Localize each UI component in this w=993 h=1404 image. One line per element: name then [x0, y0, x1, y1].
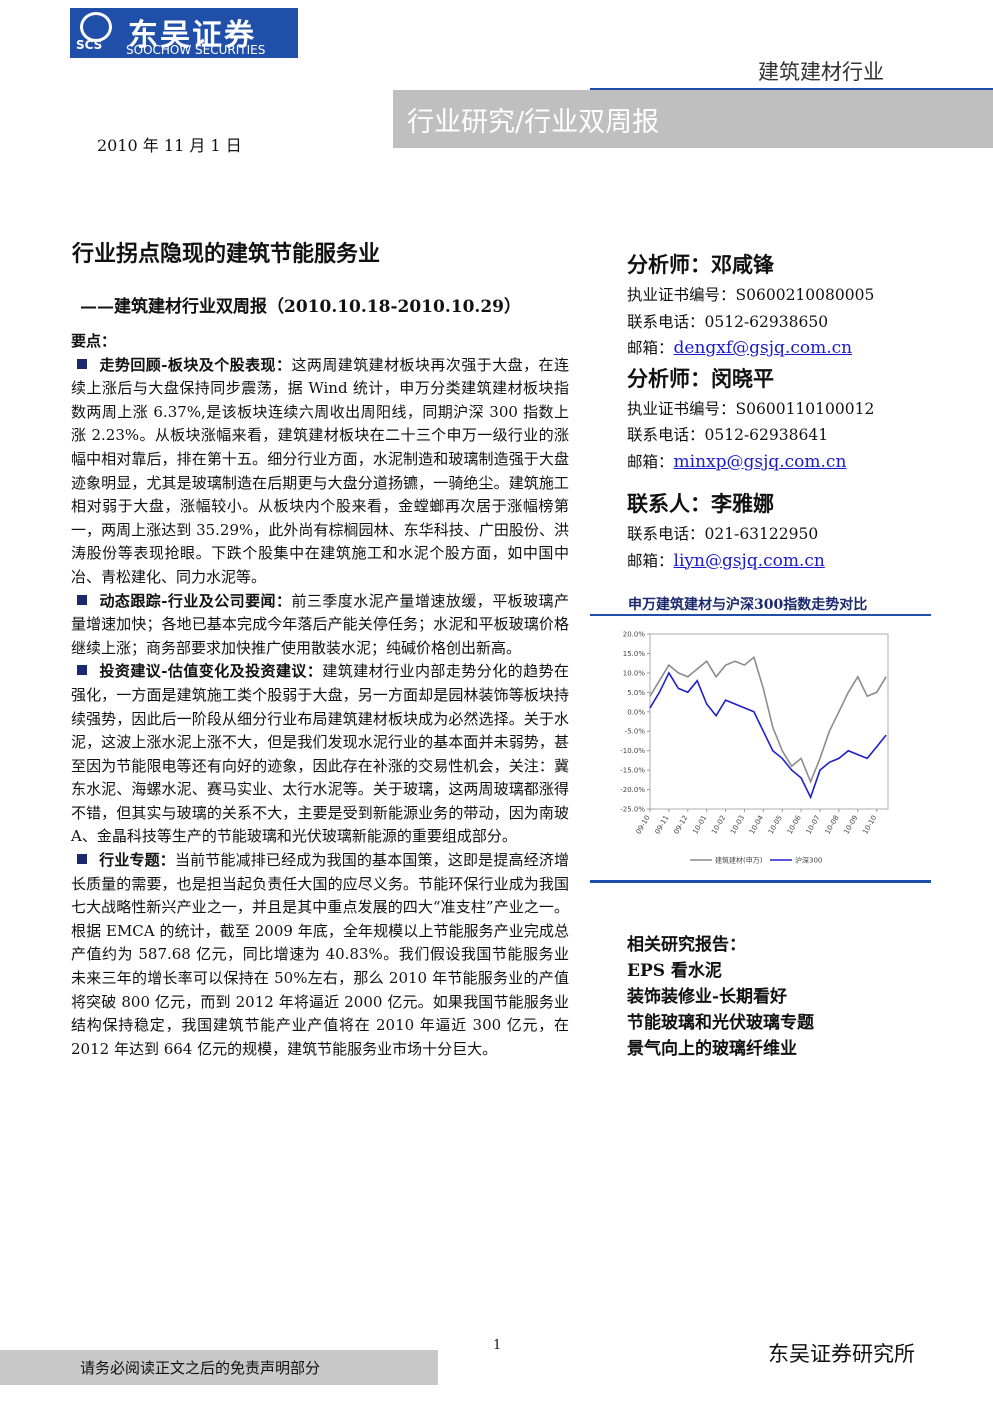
email-label: 邮箱： — [627, 551, 674, 570]
bullet — [77, 358, 87, 369]
chart-title: 申万建筑建材与沪深300指数走势对比 — [628, 597, 868, 613]
logo-abbr: SCS — [76, 38, 103, 52]
y-tick-label: 20.0% — [623, 631, 646, 639]
section-heading: 行业专题： — [99, 851, 175, 870]
x-tick-label: 10-05 — [767, 814, 784, 836]
x-tick-label: 09-10 — [635, 814, 652, 836]
related-heading: 相关研究报告： — [627, 935, 746, 955]
key-points-heading: 要点： — [71, 332, 117, 350]
email-row: 邮箱：minxp@gsjq.com.cn — [627, 449, 947, 476]
legend-label: 建筑建材(申万) — [715, 856, 763, 865]
page-number: 1 — [493, 1338, 502, 1353]
contact: 分析师：邓咸锋执业证书编号：S0600210080005 联系电话：0512-62… — [627, 248, 947, 362]
cert: 执业证书编号：S0600110100012 — [627, 399, 875, 418]
series-line — [649, 671, 887, 800]
x-tick-label: 10-02 — [710, 814, 727, 836]
x-tick-label: 10-03 — [729, 814, 746, 836]
bullet — [77, 854, 87, 865]
legend-label: 沪深300 — [795, 856, 822, 865]
x-tick-label: 09-11 — [654, 814, 671, 836]
x-tick-label: 10-01 — [691, 814, 708, 836]
phone: 联系电话：021-63122950 — [627, 525, 819, 543]
y-tick-label: -15.0% — [620, 767, 645, 775]
contact-title: 联系人：李雅娜 — [627, 491, 774, 516]
logo-en: SOOCHOW SECURITIES — [126, 43, 266, 57]
y-tick-label: 0.0% — [627, 708, 645, 716]
plot-frame — [649, 633, 889, 810]
email-row: 邮箱：liyn@gsjq.com.cn — [627, 548, 947, 575]
x-tick-label: 10-09 — [842, 814, 859, 836]
rule — [590, 614, 931, 616]
contact: 联系人：李雅娜联系电话：021-63122950 邮箱：liyn@gsjq.com… — [627, 487, 947, 574]
date: 2010 年 11 月 1 日 — [97, 136, 242, 155]
section-heading: 动态跟踪-行业及公司要闻： — [99, 591, 292, 610]
y-tick-label: -25.0% — [620, 806, 645, 814]
contact: 分析师：闵晓平执业证书编号：S0600110100012 联系电话：0512-62… — [627, 362, 947, 476]
section: 投资建议-估值变化及投资建议：建筑建材行业内部走势分化的趋势在强化，一方面是建筑… — [71, 660, 569, 849]
key-points: 要点： 走势回顾-板块及个股表现：这两周建筑建材板块再次强于大盘，在连续上涨后与… — [71, 330, 569, 1061]
contact-title: 分析师：闵晓平 — [627, 365, 774, 391]
logo: 东吴证券 SCS SOOCHOW SECURITIES — [70, 8, 298, 58]
contact-title: 分析师：邓咸锋 — [627, 252, 774, 277]
y-tick-label: 10.0% — [623, 669, 646, 677]
phone: 联系电话：0512-62938650 — [627, 312, 829, 331]
section-body: 当前节能减排已经成为我国的基本国策，这即是提高经济增长质量的需要，也是担当起负责… — [71, 851, 569, 1058]
report-type: 行业研究/行业双周报 — [407, 107, 660, 138]
bullet — [77, 594, 87, 605]
y-tick-label: -20.0% — [620, 786, 645, 794]
email[interactable]: minxp@gsjq.com.cn — [673, 451, 847, 472]
x-tick-label: 10-04 — [748, 814, 765, 836]
related-item: 装饰装修业-长期看好 — [627, 987, 788, 1007]
section-body: 这两周建筑建材板块再次强于大盘，在连续上涨后与大盘保持同步震荡，据 Wind 统… — [71, 355, 569, 586]
section-body: 前三季度水泥产量增速放缓，平板玻璃产量增速加快；各地已基本完成今年落后产能关停任… — [71, 591, 569, 657]
phone: 联系电话：0512-62938641 — [627, 426, 829, 444]
section: 动态跟踪-行业及公司要闻：前三季度水泥产量增速放缓，平板玻璃产量增速加快；各地已… — [71, 590, 569, 661]
y-tick-label: -5.0% — [625, 728, 646, 736]
cert: 执业证书编号：S0600210080005 — [627, 286, 875, 304]
y-tick-label: -10.0% — [620, 747, 645, 755]
disclaimer: 请务必阅读正文之后的免责声明部分 — [80, 1359, 321, 1377]
section: 行业专题：当前节能减排已经成为我国的基本国策，这即是提高经济增长质量的需要，也是… — [71, 849, 569, 1061]
banner: 行业研究/行业双周报 — [393, 90, 993, 148]
related-item: 节能玻璃和光伏玻璃专题 — [627, 1013, 814, 1033]
x-tick-label: 09-12 — [672, 814, 689, 836]
section: 走势回顾-板块及个股表现：这两周建筑建材板块再次强于大盘，在连续上涨后与大盘保持… — [71, 354, 569, 590]
title: 行业拐点隐现的建筑节能服务业 — [72, 241, 381, 267]
x-tick-label: 10-07 — [805, 814, 822, 836]
email[interactable]: liyn@gsjq.com.cn — [673, 550, 825, 571]
rule — [590, 88, 993, 90]
logo-cn: 东吴证券 — [128, 18, 256, 53]
email-label: 邮箱： — [627, 452, 674, 471]
contacts: 分析师：邓咸锋执业证书编号：S0600210080005 联系电话：0512-62… — [627, 248, 947, 574]
x-tick-label: 10-08 — [824, 814, 841, 836]
chart: 20.0% 15.0% 10.0% 5.0% 0.0% -5.0% -10.0% -15.0%… — [620, 631, 889, 865]
sections: 走势回顾-板块及个股表现：这两周建筑建材板块再次强于大盘，在连续上涨后与大盘保持… — [71, 354, 569, 1062]
section-heading: 走势回顾-板块及个股表现： — [99, 355, 292, 374]
related-item: 景气向上的玻璃纤维业 — [627, 1039, 797, 1059]
email[interactable]: dengxf@gsjq.com.cn — [673, 338, 853, 358]
x-tick-label: 10-06 — [786, 814, 803, 836]
related-item: EPS 看水泥 — [627, 961, 722, 981]
rule — [590, 880, 931, 883]
industry: 建筑建材行业 — [758, 60, 884, 84]
subtitle: ——建筑建材行业双周报（2010.10.18-2010.10.29） — [80, 297, 521, 317]
logo-mark — [80, 12, 112, 42]
firm: 东吴证券研究所 — [768, 1342, 915, 1366]
y-tick-label: 15.0% — [623, 650, 646, 658]
section-heading: 投资建议-估值变化及投资建议： — [99, 662, 323, 681]
footer-box: 请务必阅读正文之后的免责声明部分 — [0, 1350, 438, 1385]
related-list: EPS 看水泥装饰装修业-长期看好节能玻璃和光伏玻璃专题 景气向上的玻璃纤维业 — [627, 958, 814, 1062]
email-label: 邮箱： — [627, 339, 674, 357]
section-body: 建筑建材行业内部走势分化的趋势在强化，一方面是建筑施工类个股弱于大盘，另一方面却… — [71, 662, 569, 846]
email-row: 邮箱：dengxf@gsjq.com.cn — [627, 335, 947, 362]
bullet — [77, 665, 87, 676]
related: 相关研究报告： EPS 看水泥装饰装修业-长期看好节能玻璃和光伏玻璃专题 景气向上… — [627, 932, 814, 1062]
x-tick-label: 10-10 — [861, 814, 878, 836]
series-line — [649, 655, 887, 784]
y-tick-label: 5.0% — [627, 689, 645, 697]
